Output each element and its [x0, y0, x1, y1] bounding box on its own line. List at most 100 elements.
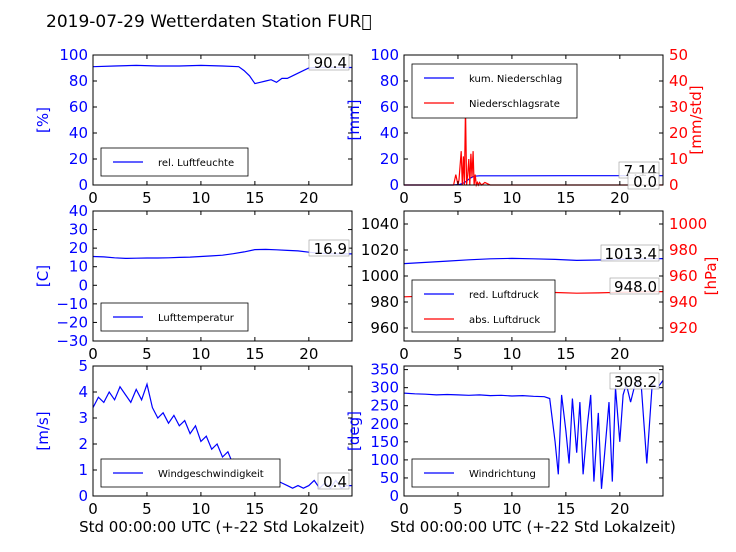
y-tick-label-right: 940 [669, 293, 698, 311]
x-tick-label: 0 [88, 345, 98, 363]
y-tick-label: 0 [78, 487, 88, 505]
legend-entry: Lufttemperatur [158, 313, 235, 324]
y-tick-label-right: 0 [669, 176, 679, 194]
value-annotation: 308.2 [614, 373, 657, 391]
y-tick-label: 60 [380, 98, 399, 116]
y-axis-label: [deg] [345, 411, 363, 451]
x-tick-label: 20 [299, 189, 318, 207]
x-tick-label: 5 [453, 500, 463, 518]
y-tick-label: 100 [59, 46, 88, 64]
y-tick-label: −10 [56, 295, 88, 313]
y-tick-label: 30 [69, 221, 88, 239]
legend-entry: red. Luftdruck [469, 290, 539, 301]
chart-panel-3: 0 5 10 15 20−30−20−10010203040[C]Lufttempera… [34, 202, 353, 363]
y-tick-label: 80 [69, 72, 88, 90]
y-tick-label: 2 [78, 435, 88, 453]
y-tick-label: 4 [78, 383, 88, 401]
y-tick-label-right: 980 [669, 241, 698, 259]
x-tick-label: 0 [88, 500, 98, 518]
y-tick-label: 250 [370, 397, 399, 415]
y-tick-label: 20 [380, 150, 399, 168]
y-tick-label: 980 [370, 293, 399, 311]
plot-frame [403, 365, 664, 497]
x-tick-label: 10 [191, 500, 210, 518]
y-tick-label: 0 [389, 176, 399, 194]
value-annotation-box [609, 372, 660, 390]
plot-frame [92, 365, 353, 497]
x-tick-label: 0 [399, 189, 409, 207]
y-tick-label: 1020 [361, 241, 399, 259]
y-tick-label-right: 30 [669, 98, 688, 116]
value-annotation-box [627, 172, 660, 190]
chart-panel-1: 0 5 10 15 20 0 20 40 60 80 100 [%] rel. Luftfeuchte 9… [34, 46, 353, 207]
y-tick-label-right: 1000 [669, 215, 707, 233]
y-tick-label: 20 [69, 150, 88, 168]
y-tick-label: 300 [370, 379, 399, 397]
y-tick-label-right: 50 [669, 46, 688, 64]
chart-panel-6: 0 5 10 15 20050100150200250300350[deg]Windri… [345, 361, 664, 518]
x-tick-label: 5 [453, 345, 463, 363]
y-tick-label: 40 [69, 202, 88, 220]
y-tick-label: −20 [56, 313, 88, 331]
y-tick-label: 40 [69, 124, 88, 142]
legend-entry: kum. Niederschlag [469, 74, 562, 85]
x-tick-label: 20 [299, 500, 318, 518]
value-annotation: 0.0 [633, 173, 657, 191]
y-tick-label: 0 [78, 176, 88, 194]
series-line-2-1 [404, 175, 663, 186]
plot-frame [403, 54, 664, 186]
x-tick-label: 20 [610, 500, 629, 518]
x-tick-label: 5 [142, 345, 152, 363]
y-tick-label-right: 40 [669, 72, 688, 90]
y-tick-label: 100 [370, 46, 399, 64]
value-annotation: 0.4 [323, 473, 347, 491]
y-axis-label: [m/s] [34, 411, 52, 450]
x-tick-label: 5 [453, 189, 463, 207]
y-axis-label: [%] [34, 107, 52, 133]
y-tick-label: 20 [69, 239, 88, 257]
legend-entry: abs. Luftdruck [469, 315, 540, 326]
value-annotation: 90.4 [314, 54, 347, 72]
y-tick-label: 5 [78, 357, 88, 375]
value-annotation-box [600, 244, 660, 262]
x-axis-label-left: Std 00:00:00 UTC (+-22 Std Lokalzeit) [79, 518, 365, 536]
x-tick-label: 0 [399, 500, 409, 518]
x-tick-label: 15 [245, 500, 264, 518]
y-tick-label: 1040 [361, 215, 399, 233]
y-axis-label: [hPa] [702, 257, 720, 296]
value-annotation: 948.0 [614, 278, 657, 296]
y-tick-label-right: 10 [669, 150, 688, 168]
y-tick-label: 0 [78, 276, 88, 294]
x-tick-label: 10 [191, 345, 210, 363]
value-annotation: 16.9 [314, 240, 347, 258]
value-annotation-box [308, 239, 350, 257]
x-tick-label: 20 [610, 189, 629, 207]
legend-entry: Niederschlagsrate [469, 99, 560, 110]
y-tick-label: 80 [380, 72, 399, 90]
legend-entry: rel. Luftfeuchte [158, 158, 234, 169]
x-tick-label: 15 [556, 189, 575, 207]
y-tick-label: 150 [370, 433, 399, 451]
y-axis-label: [C] [34, 265, 52, 287]
x-tick-label: 0 [399, 345, 409, 363]
y-tick-label: 1000 [361, 267, 399, 285]
x-tick-label: 15 [556, 345, 575, 363]
legend-box [411, 63, 578, 119]
x-tick-label: 10 [502, 500, 521, 518]
value-annotation: 1013.4 [605, 245, 658, 263]
legend-entry: Windrichtung [469, 469, 536, 480]
y-tick-label: 350 [370, 361, 399, 379]
x-tick-label: 15 [245, 189, 264, 207]
y-tick-label: 960 [370, 319, 399, 337]
figure-title: 2019-07-29 Wetterdaten Station FUR  [46, 12, 372, 32]
y-tick-label: −30 [56, 332, 88, 350]
x-tick-label: 10 [191, 189, 210, 207]
y-tick-label: 40 [380, 124, 399, 142]
x-tick-label: 15 [556, 500, 575, 518]
x-tick-label: 10 [502, 189, 521, 207]
legend-box [411, 279, 556, 333]
y-tick-label: 1 [78, 461, 88, 479]
x-tick-label: 20 [610, 345, 629, 363]
